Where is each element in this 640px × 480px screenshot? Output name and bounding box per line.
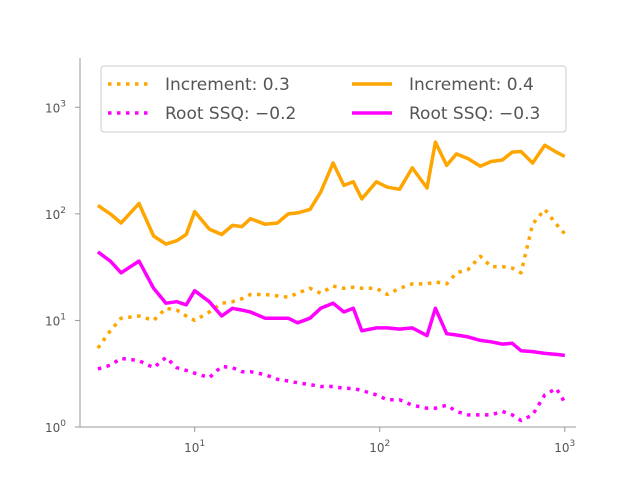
legend-frame (100, 65, 567, 133)
x-tick-label: 102 (369, 439, 390, 455)
y-tick-label: 101 (45, 312, 66, 328)
series-line-1 (96, 140, 566, 246)
x-tick-label: 101 (184, 439, 205, 455)
series-line-3 (96, 250, 566, 358)
y-tick-label: 100 (45, 419, 66, 435)
legend-label-3: Root SSQ: −0.3 (409, 104, 540, 124)
legend-label-0: Increment: 0.3 (165, 75, 290, 95)
series-layer (96, 140, 567, 423)
series-line-2 (97, 355, 567, 423)
ticks: 101 102 103 100 101 102 103 (45, 99, 575, 455)
y-tick-label: 102 (45, 206, 66, 222)
legend-label-2: Root SSQ: −0.2 (165, 104, 296, 124)
legend-label-1: Increment: 0.4 (409, 75, 534, 95)
series-line-0 (96, 207, 567, 350)
axes (79, 58, 576, 428)
legend: Increment: 0.3 Increment: 0.4 Root SSQ: −0… (100, 65, 567, 133)
y-tick-label: 103 (45, 99, 66, 115)
x-tick-label: 103 (554, 439, 575, 455)
